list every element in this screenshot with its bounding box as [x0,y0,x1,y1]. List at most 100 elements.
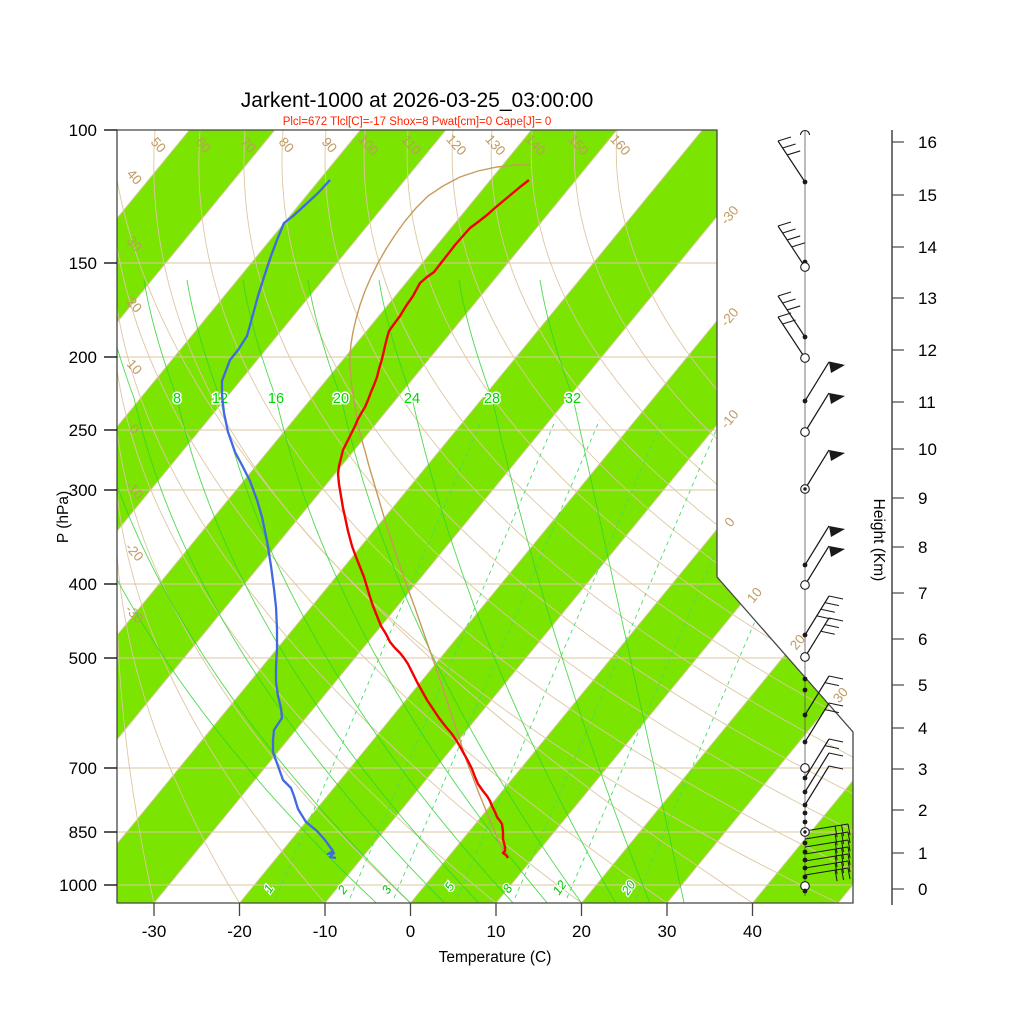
wind-barb-tick [821,631,835,634]
wind-barb-column [778,130,850,896]
wind-barb-shaft [805,526,829,565]
wind-barb-shaft [805,546,829,585]
moist-adiabat-label: 16 [268,391,284,407]
wind-barb-tick [821,609,835,612]
background-line-label: -10 [718,407,742,432]
wind-barb-tick [778,313,791,317]
wind-level-dot [803,830,806,833]
background-line-label: 80 [276,134,297,155]
wind-barb-tick [829,676,843,679]
background-line-label: 40 [124,166,145,187]
pressure-tick-label: 1000 [59,876,97,895]
mixing-ratio-label: 12 [550,878,569,897]
wind-barb-shaft [778,226,805,267]
wind-barb-pennant [829,450,845,461]
wind-barb-tick [778,222,791,226]
wind-barb-tick [783,320,796,324]
height-axis-label: Height (Km) [870,499,887,582]
height-tick-label: 14 [918,238,937,257]
wind-barb-tick [783,229,796,233]
wind-barb-shaft [778,317,805,358]
background-line-label: 120 [443,132,469,159]
pressure-axis-label: P (hPa) [55,491,72,543]
wind-barb-tick [787,236,800,240]
height-tick-label: 16 [918,133,937,152]
height-tick-label: 9 [918,489,927,508]
moist-adiabat-label: 28 [484,391,500,407]
height-tick-label: 1 [918,844,927,863]
height-tick-label: 11 [918,393,936,412]
wind-level-dot [803,688,808,693]
wind-barb-tick [787,306,800,310]
wind-level-dot [803,858,808,863]
height-tick-label: 0 [918,880,927,899]
pressure-tick-label: 250 [69,421,97,440]
wind-level-dot [803,713,808,718]
height-tick-label: 6 [918,630,927,649]
height-tick-label: 12 [918,341,937,360]
wind-level-dot [803,335,808,340]
chart-subtitle: Plcl=672 Tlcl[C]=-17 Shox=8 Pwat[cm]=0 C… [283,116,552,128]
wind-barb-shaft [805,450,829,489]
moist-adiabat-label: 12 [212,391,228,407]
temperature-axis-label: Temperature (C) [439,949,552,966]
isotherm-band [0,130,104,903]
height-tick-label: 4 [918,719,927,738]
pressure-tick-label: 100 [69,121,97,140]
height-tick-label: 2 [918,801,927,820]
height-tick-label: 5 [918,676,927,695]
wind-level-circle [801,263,810,272]
wind-barb-tick [825,603,839,606]
height-tick-label: 7 [918,584,927,603]
wind-level-dot [803,740,808,745]
wind-level-dot [803,790,808,795]
wind-level-dot [803,563,808,568]
wind-level-circle [801,354,810,363]
wind-barb-tick [829,739,843,742]
wind-barb-tick [829,753,843,756]
background-line-label: 0 [721,514,737,529]
wind-level-dot [803,811,808,816]
wind-barb-pennant [829,362,845,373]
wind-barb-pennant [829,526,845,537]
wind-barb-tick [787,151,800,155]
chart-title: Jarkent-1000 at 2026-03-25_03:00:00 [241,89,594,112]
temperature-tick-label: 10 [487,922,506,941]
pressure-tick-label: 500 [69,649,97,668]
wind-barb-tick [783,299,796,303]
height-tick-label: 13 [918,289,937,308]
wind-level-circle [801,428,810,437]
pressure-tick-label: 200 [69,348,97,367]
moist-adiabat-label: 20 [333,391,349,407]
wind-level-dot [803,633,808,638]
wind-level-dot [803,841,808,846]
pressure-tick-label: 700 [69,759,97,778]
wind-barb-shaft [778,296,805,337]
moist-adiabat-label: 8 [173,391,181,407]
isotherm-line [924,130,1024,903]
background-line-label: 130 [482,132,508,159]
wind-level-dot [803,776,808,781]
wind-barb-tick [829,596,843,599]
background-line-label: 90 [319,134,340,155]
wind-level-dot [803,866,808,871]
background-line-label: -30 [718,203,742,228]
wind-barb-pennant [829,393,845,404]
background-line-label: 10 [744,585,765,606]
wind-barb-tick [778,292,791,296]
temperature-tick-label: -10 [313,922,338,941]
background-line-label: -20 [718,305,742,330]
temperature-tick-label: 40 [743,922,762,941]
isotherm-line [0,130,18,903]
pressure-tick-label: 850 [69,823,97,842]
wind-barb-shaft [805,362,829,401]
wind-barb-tick [778,137,791,141]
wind-barb-tick [825,683,839,686]
background-line-label: 10 [124,356,145,377]
wind-barb-shaft [805,618,829,657]
wind-level-dot [803,820,808,825]
pressure-tick-label: 150 [69,254,97,273]
wind-level-circle [801,764,810,773]
moist-adiabat-label: 24 [404,391,420,407]
